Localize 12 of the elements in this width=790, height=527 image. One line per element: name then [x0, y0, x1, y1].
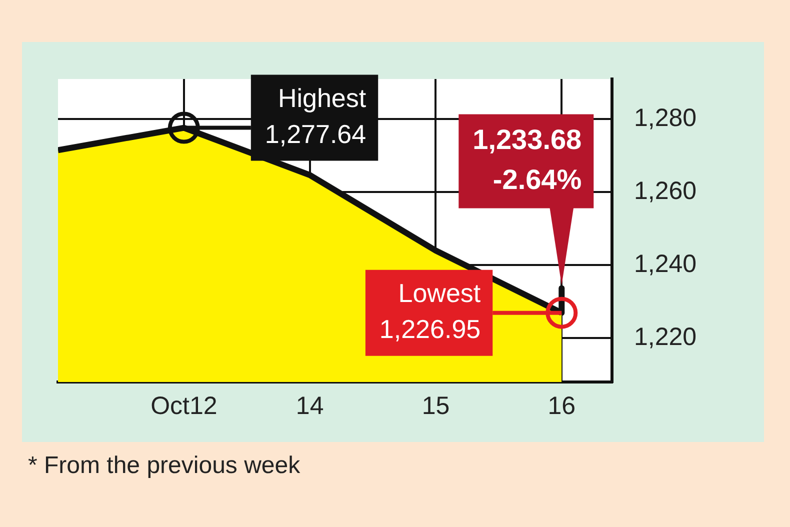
x-tick-label: 14	[296, 392, 324, 420]
text: * From the previous week	[28, 452, 300, 480]
x-tick-label: 16	[548, 392, 576, 420]
annotation: Highest 1,277.64	[264, 82, 367, 149]
y-tick-label: 1,260	[634, 177, 697, 206]
annotation: Lowest 1,226.95	[379, 278, 482, 344]
y-tick-label: 1,240	[634, 250, 697, 278]
annotation: 1,233.68 -2.64%	[472, 124, 582, 195]
y-tick-label: 1,220	[634, 323, 697, 352]
x-tick-label: Oct12	[150, 392, 218, 420]
x-tick-label: 15	[422, 392, 450, 420]
y-tick-label: 1,280	[634, 104, 697, 132]
